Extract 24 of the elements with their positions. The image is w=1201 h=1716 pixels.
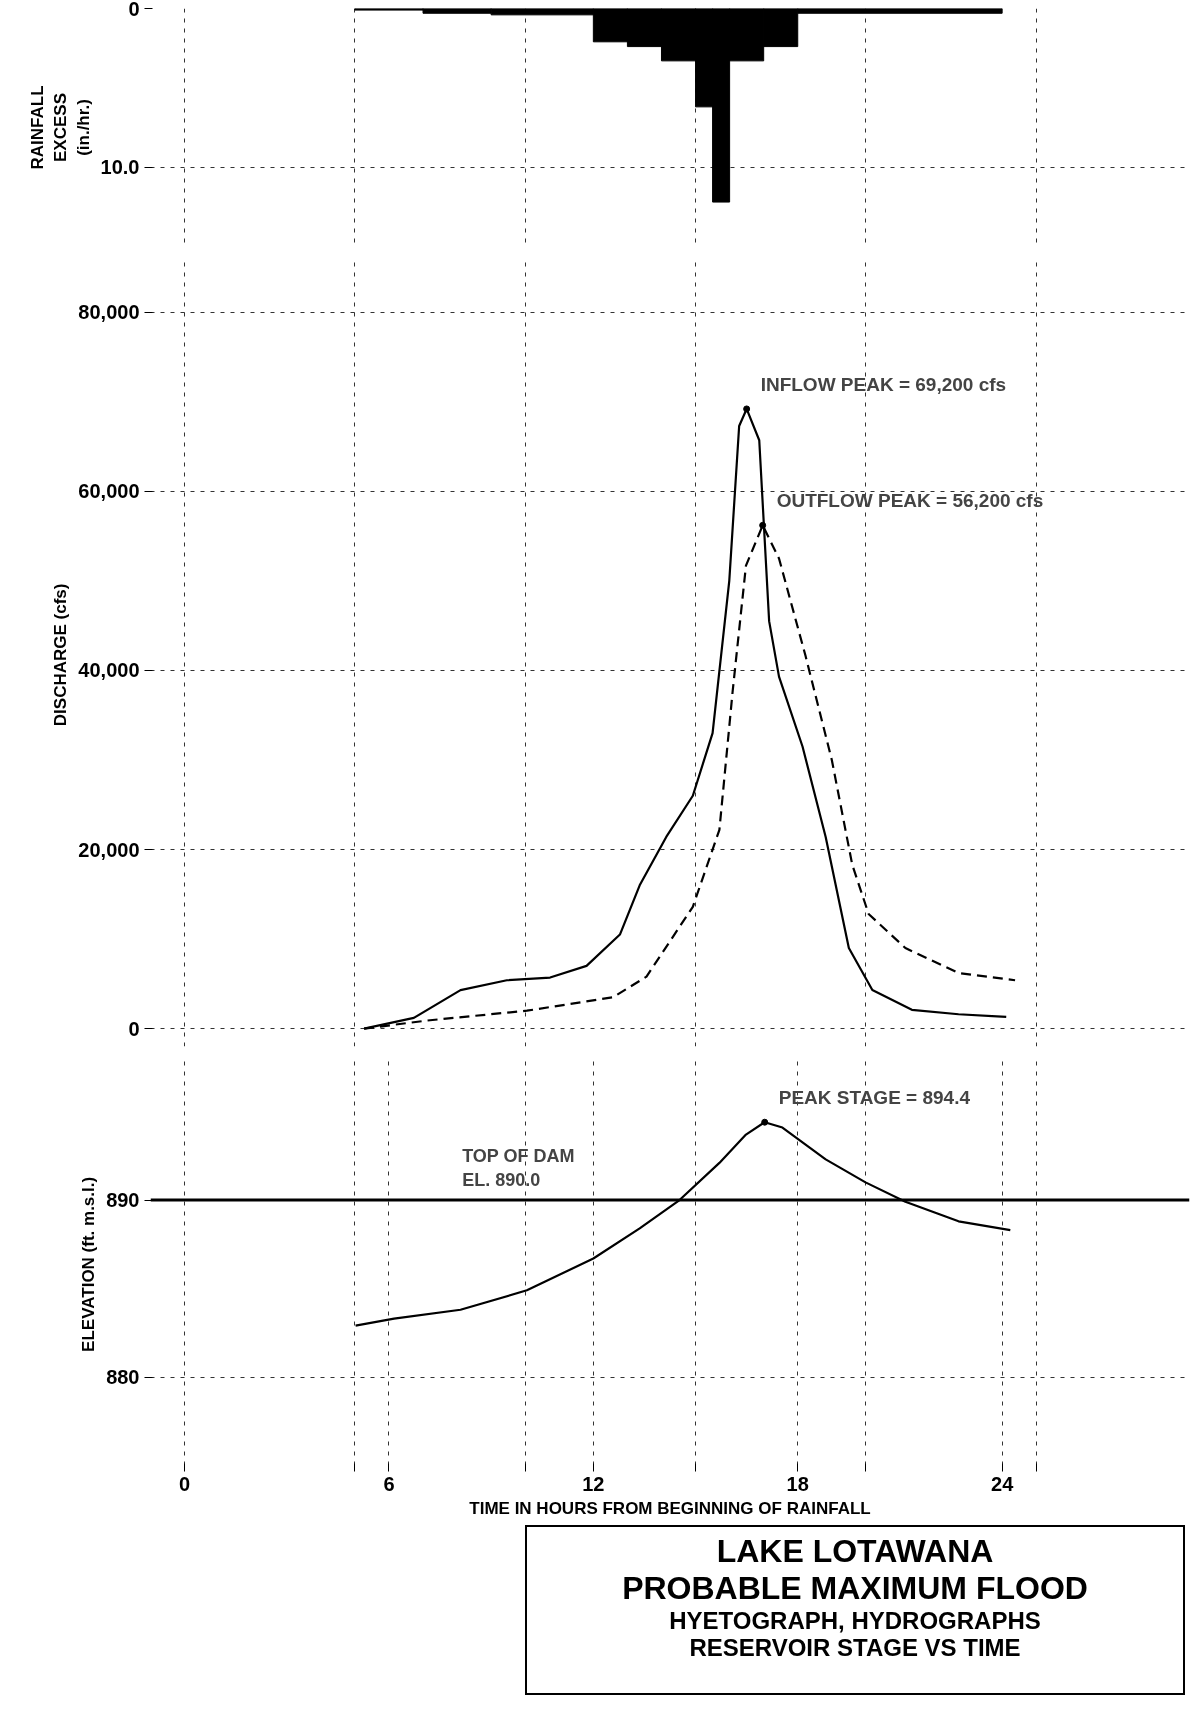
y-tick-label: 880 (106, 1366, 140, 1389)
y-axis-title: RAINFALL EXCESS (in./hr.) (27, 85, 93, 170)
x-tick-label: 0 (179, 1472, 191, 1495)
y-tick-label: 20,000 (78, 838, 140, 861)
y-tick-label: 40,000 (78, 659, 140, 682)
x-tick-label: 24 (991, 1472, 1015, 1495)
x-tick-label: 18 (786, 1472, 809, 1495)
y-axis-title: DISCHARGE (cfs) (51, 583, 71, 727)
annotation: OUTFLOW PEAK = 56,200 cfs (776, 490, 1044, 512)
y-tick-label: 0 (128, 1017, 140, 1040)
x-axis-title: TIME IN HOURS FROM BEGINNING OF RAINFALL (469, 1498, 871, 1518)
ref-line-label: TOP OF DAM EL. 890.0 (462, 1146, 575, 1191)
text: LAKE LOTAWANA (715, 1533, 995, 1570)
text: PROBABLE MAXIMUM FLOOD HYETOGRAPH, HYDROGRAPHS RESERVOIR STAGE VS TIME (622, 1569, 1088, 1662)
x-tick-label: 6 (383, 1472, 395, 1495)
y-tick-label: 890 (106, 1189, 140, 1212)
y-tick-label: 0 (128, 0, 140, 20)
y-tick-label: 10.0 (100, 156, 140, 179)
y-tick-label: 80,000 (78, 301, 140, 324)
y-axis-title: ELEVATION (ft. m.s.l.) (79, 1176, 99, 1352)
annotation: INFLOW PEAK = 69,200 cfs (760, 373, 1007, 395)
annotation: PEAK STAGE = 894.4 (778, 1087, 971, 1109)
x-tick-label: 12 (582, 1472, 605, 1495)
y-tick-label: 60,000 (78, 480, 140, 503)
